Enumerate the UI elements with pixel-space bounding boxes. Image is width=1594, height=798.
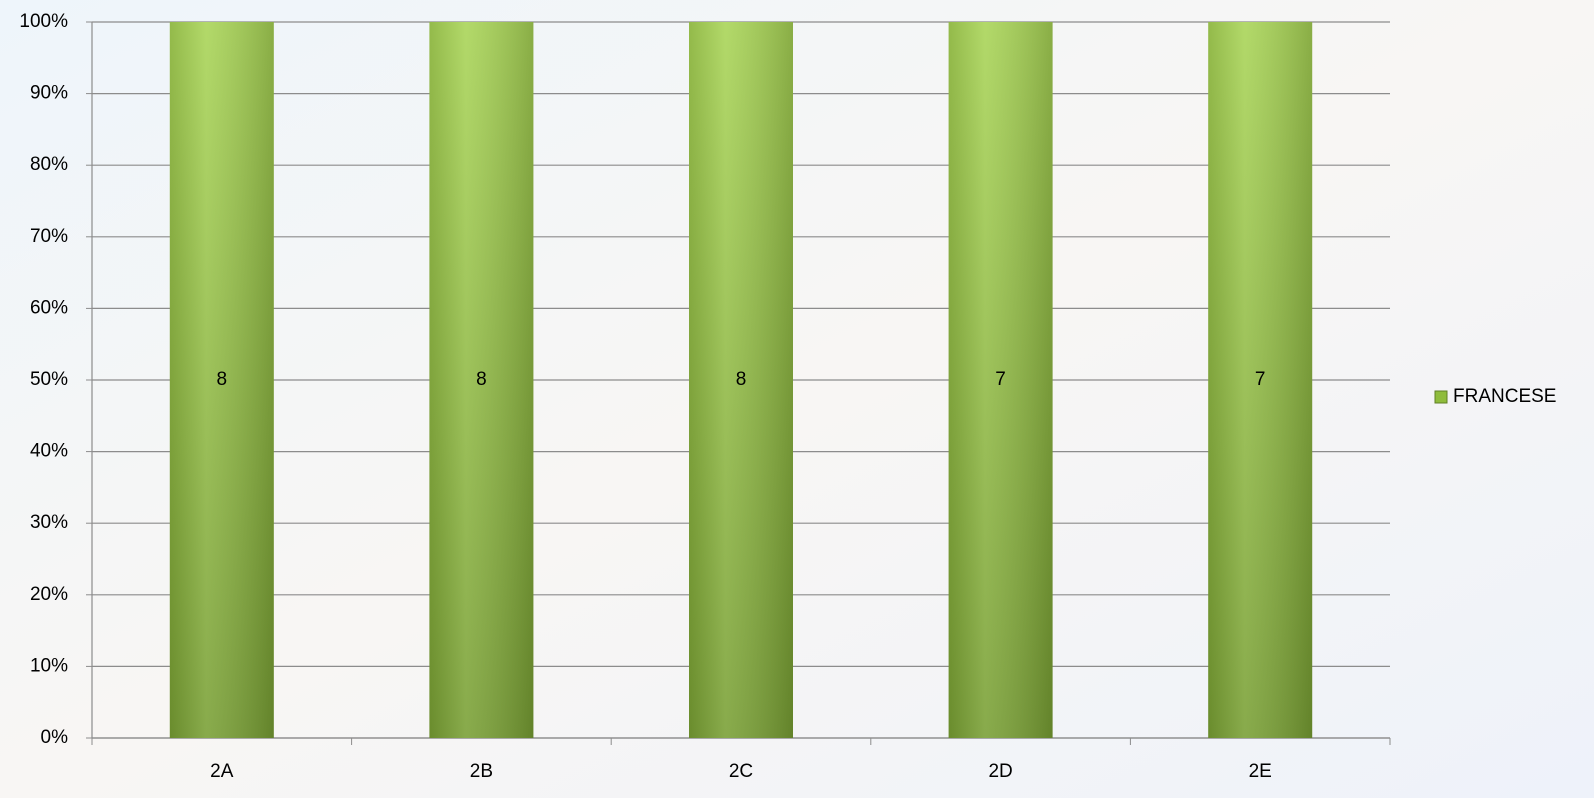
y-tick-label: 30% bbox=[30, 512, 68, 533]
value-label: 7 bbox=[1255, 369, 1266, 390]
x-tick-label: 2E bbox=[1249, 761, 1272, 782]
x-tick-label: 2B bbox=[470, 761, 493, 782]
y-tick-label: 40% bbox=[30, 441, 68, 462]
y-tick-label: 20% bbox=[30, 584, 68, 605]
value-label: 8 bbox=[736, 369, 747, 390]
y-tick-label: 80% bbox=[30, 154, 68, 175]
y-tick-label: 60% bbox=[30, 297, 68, 318]
x-tick-label: 2C bbox=[729, 761, 753, 782]
y-tick-label: 90% bbox=[30, 83, 68, 104]
value-label: 8 bbox=[217, 369, 228, 390]
legend-label: FRANCESE bbox=[1453, 386, 1556, 407]
y-tick-label: 70% bbox=[30, 226, 68, 247]
y-tick-label: 100% bbox=[19, 11, 68, 32]
y-tick-label: 10% bbox=[30, 655, 68, 676]
y-tick-label: 50% bbox=[30, 369, 68, 390]
value-label: 7 bbox=[995, 369, 1006, 390]
x-tick-label: 2D bbox=[988, 761, 1012, 782]
y-tick-label: 0% bbox=[41, 727, 69, 748]
x-tick-label: 2A bbox=[210, 761, 234, 782]
legend-swatch bbox=[1434, 390, 1448, 404]
value-label: 8 bbox=[476, 369, 487, 390]
